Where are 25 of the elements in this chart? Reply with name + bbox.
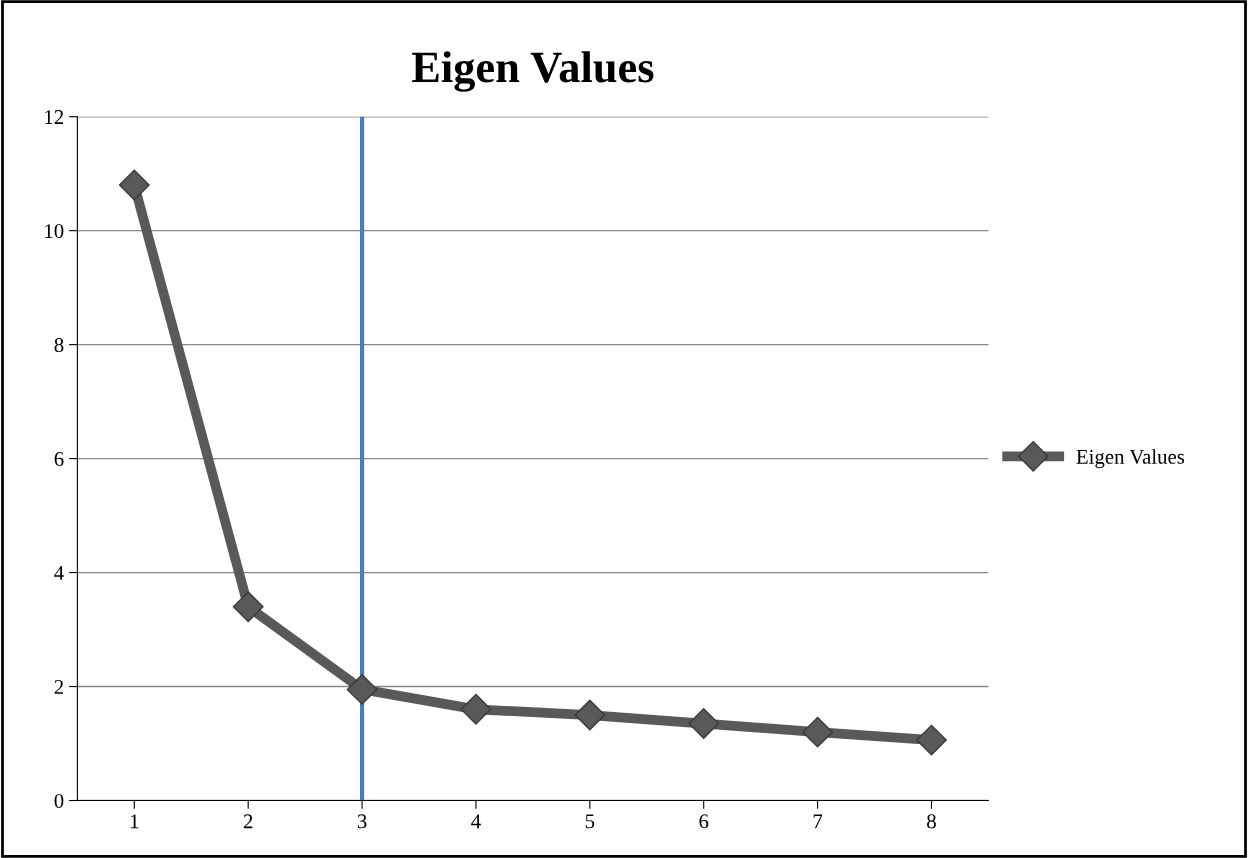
point: [574, 699, 606, 731]
x-tick-label: 6: [699, 814, 709, 829]
x-tick-label: 8: [927, 814, 936, 829]
legend-label: Eigen Values: [1076, 449, 1185, 469]
point: [118, 169, 150, 201]
y-tick-label: 4: [54, 566, 64, 580]
y-tick-label: 12: [45, 110, 64, 124]
y-tick-label: 6: [54, 452, 64, 467]
point: [688, 708, 720, 740]
point: [460, 693, 492, 725]
y-tick-label: 8: [54, 338, 64, 353]
point: [232, 591, 264, 623]
x-tick-label: 5: [585, 814, 595, 829]
chart-title: Eigen Values: [411, 51, 654, 92]
x-tick-label: 2: [243, 814, 253, 829]
x-tick-label: 1: [130, 814, 139, 829]
y-tick-label: 0: [54, 793, 64, 808]
point: [346, 673, 378, 705]
x-tick-label: 4: [471, 814, 481, 829]
x-tick-label: 7: [813, 814, 823, 829]
x-tick-label: 3: [357, 814, 367, 829]
y-tick-label: 10: [45, 224, 64, 239]
y-tick-label: 2: [54, 679, 64, 694]
point: [802, 716, 834, 748]
point: [916, 724, 947, 756]
